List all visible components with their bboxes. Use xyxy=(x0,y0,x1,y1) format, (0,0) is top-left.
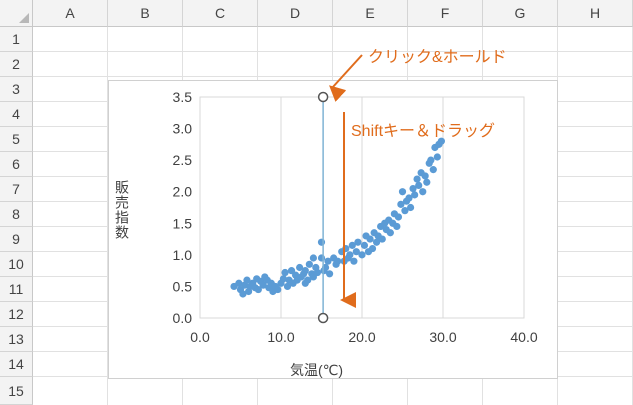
gridline xyxy=(33,51,633,52)
y-tick-label: 2.5 xyxy=(173,152,193,168)
data-point xyxy=(429,166,437,174)
row-header-15[interactable]: 15 xyxy=(0,377,33,405)
data-point xyxy=(407,203,415,212)
y-tick-label: 1.5 xyxy=(173,215,193,231)
data-point xyxy=(239,290,247,298)
data-point xyxy=(437,137,445,145)
data-point xyxy=(305,260,313,268)
data-point xyxy=(393,222,401,231)
column-header-b[interactable]: B xyxy=(108,0,183,27)
row-header-4[interactable]: 4 xyxy=(0,102,33,127)
data-point xyxy=(397,200,405,208)
data-point xyxy=(419,188,427,196)
data-point xyxy=(415,181,423,189)
column-header-d[interactable]: D xyxy=(258,0,333,27)
y-tick-label: 0.0 xyxy=(173,310,193,326)
data-point xyxy=(274,285,282,294)
annotation-click-hold: クリック&ホールド xyxy=(368,49,507,66)
data-point xyxy=(324,257,332,265)
data-point xyxy=(281,268,289,277)
data-point xyxy=(334,257,342,265)
y-tick-label: 2.0 xyxy=(173,184,193,200)
y-tick-label: 0.5 xyxy=(173,278,193,294)
data-point xyxy=(326,270,334,278)
y-axis-label: 販売指数 xyxy=(114,180,130,240)
row-header-5[interactable]: 5 xyxy=(0,127,33,152)
data-point xyxy=(405,194,413,202)
data-point xyxy=(296,263,304,272)
data-point xyxy=(368,244,377,253)
data-point xyxy=(378,235,386,243)
data-point xyxy=(313,268,322,277)
data-point xyxy=(254,285,262,294)
row-header-13[interactable]: 13 xyxy=(0,327,33,352)
data-point xyxy=(421,172,429,180)
chart-area[interactable] xyxy=(108,80,558,379)
annotation-shift-drag: Shiftキー＆ドラッグ xyxy=(351,123,496,140)
row-header-3[interactable]: 3 xyxy=(0,77,33,102)
row-header-10[interactable]: 10 xyxy=(0,252,33,277)
data-point xyxy=(394,213,403,221)
row-header-11[interactable]: 11 xyxy=(0,277,33,302)
data-point xyxy=(386,229,394,237)
arrow-click-hold xyxy=(329,54,363,102)
column-header-h[interactable]: H xyxy=(558,0,633,27)
data-point xyxy=(354,238,362,246)
select-all-corner[interactable] xyxy=(0,0,33,27)
data-point xyxy=(366,235,374,243)
marker-handle-bottom xyxy=(317,312,329,324)
y-tick-label: 1.0 xyxy=(173,247,193,263)
row-header-14[interactable]: 14 xyxy=(0,352,33,377)
data-point xyxy=(398,188,407,196)
row-header-6[interactable]: 6 xyxy=(0,152,33,177)
row-header-7[interactable]: 7 xyxy=(0,177,33,202)
data-point xyxy=(283,282,292,291)
x-tick-label: 20.0 xyxy=(348,329,375,345)
row-header-9[interactable]: 9 xyxy=(0,227,33,252)
row-header-1[interactable]: 1 xyxy=(0,27,33,52)
data-point xyxy=(301,279,309,287)
x-tick-label: 0.0 xyxy=(190,329,210,345)
data-point xyxy=(317,254,326,262)
x-tick-label: 10.0 xyxy=(267,329,294,345)
data-point xyxy=(346,251,354,259)
data-point xyxy=(235,279,243,287)
x-tick-label: 40.0 xyxy=(510,329,537,345)
data-point xyxy=(427,156,435,164)
data-point xyxy=(401,207,409,215)
data-point xyxy=(409,184,417,193)
data-point xyxy=(350,257,358,265)
data-point xyxy=(301,267,309,275)
data-point xyxy=(372,238,381,246)
gridline xyxy=(107,27,108,405)
data-point xyxy=(317,238,326,246)
data-point xyxy=(243,276,251,284)
data-point xyxy=(279,275,288,283)
data-point xyxy=(413,175,421,183)
data-point xyxy=(423,178,431,186)
x-tick-label: 30.0 xyxy=(429,329,456,345)
marker-handle-top xyxy=(317,91,329,103)
column-header-a[interactable]: A xyxy=(33,0,108,27)
data-point xyxy=(358,251,366,259)
y-tick-label: 3.5 xyxy=(173,89,193,105)
y-tick-label: 3.0 xyxy=(173,121,193,137)
row-header-12[interactable]: 12 xyxy=(0,302,33,327)
data-point xyxy=(309,254,317,262)
gridline xyxy=(33,76,633,77)
data-point xyxy=(360,241,369,249)
column-header-c[interactable]: C xyxy=(183,0,258,27)
data-point xyxy=(433,153,441,161)
row-header-8[interactable]: 8 xyxy=(0,202,33,227)
row-header-2[interactable]: 2 xyxy=(0,52,33,77)
x-axis-label: 気温(℃) xyxy=(289,362,344,378)
data-point xyxy=(259,281,267,289)
column-header-e[interactable]: E xyxy=(333,0,408,27)
data-point xyxy=(411,191,419,199)
column-header-f[interactable]: F xyxy=(408,0,483,27)
data-point xyxy=(348,241,356,249)
column-header-g[interactable]: G xyxy=(483,0,558,27)
data-point xyxy=(352,248,360,256)
